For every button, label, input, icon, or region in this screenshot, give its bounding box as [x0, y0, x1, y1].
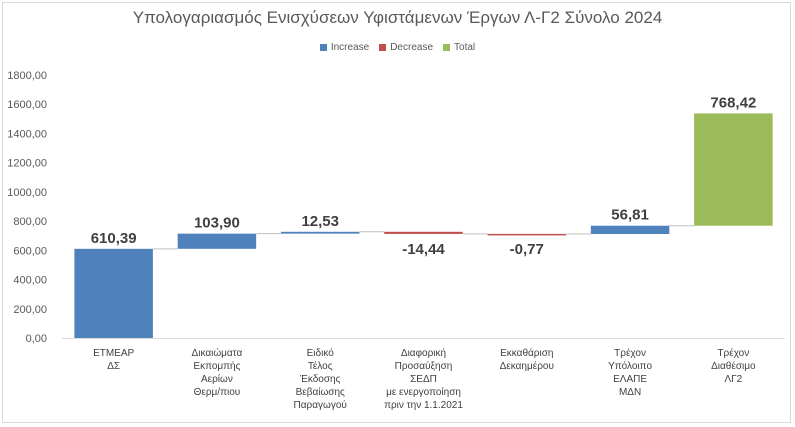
x-tick-label: Εκκαθάριση Δεκαημέρου: [499, 348, 554, 372]
y-tick-label: 1600,00: [7, 99, 47, 111]
y-tick-label: 600,00: [13, 245, 47, 257]
y-tick-label: 400,00: [13, 275, 47, 287]
legend-label-decrease: Decrease: [390, 42, 434, 53]
x-tick-label: Τρέχον Υπόλοιπο ΕΛΑΠΕ ΜΔΝ: [608, 348, 653, 398]
y-tick-label: 1200,00: [7, 158, 47, 170]
legend-label-total: Total: [454, 42, 476, 53]
legend-swatch-decrease: [379, 44, 387, 51]
y-tick-label: 1000,00: [7, 187, 47, 199]
legend-swatch-total: [443, 44, 451, 51]
x-tick-label: Τρέχον Διαθέσιμο ΛΓ2: [711, 348, 756, 385]
bar-decrease: [487, 233, 567, 236]
bar-increase: [177, 233, 257, 249]
data-label: 12,53: [301, 213, 339, 230]
legend-item-decrease: Decrease: [379, 42, 433, 53]
chart-frame: [2, 2, 791, 423]
bar-total: [694, 113, 773, 226]
x-tick-label: Διαφορική Προσαύξηση ΣΕΔΠ με ενεργοποίησ…: [384, 348, 463, 411]
y-tick-label: 800,00: [13, 216, 47, 228]
legend-swatch-increase: [319, 44, 327, 51]
data-label: 56,81: [611, 207, 649, 224]
legend-item-total: Total: [443, 42, 475, 53]
legend-label-increase: Increase: [330, 42, 370, 53]
x-tick-label: ΕΤΜΕΑΡ ΔΣ: [93, 348, 135, 372]
y-tick-label: 1400,00: [7, 128, 47, 140]
data-label: -0,77: [510, 241, 544, 258]
data-label: 103,90: [194, 215, 240, 232]
bar-increase: [590, 225, 670, 235]
y-tick-label: 200,00: [13, 304, 47, 316]
legend-item-increase: Increase: [319, 42, 370, 53]
y-tick-label: 0,00: [26, 333, 47, 345]
y-tick-label: 1800,00: [7, 70, 47, 82]
bar-increase: [74, 248, 153, 338]
x-tick-label: Ειδικό Τέλος Έκδοσης Βεβαίωσης Παραγωγού: [293, 348, 347, 411]
legend: Increase Decrease Total: [0, 42, 795, 53]
bar-decrease: [384, 231, 463, 234]
bar-increase: [280, 231, 360, 234]
data-label: 768,42: [710, 94, 756, 111]
data-label: -14,44: [402, 241, 445, 258]
chart-title: Υπολογαριασμός Ενισχύσεων Υφιστάμενων Έρ…: [132, 8, 663, 27]
x-tick-label: Δικαιώματα Εκπομπής Αερίων Θερμ/πιου: [191, 348, 243, 398]
data-label: 610,39: [91, 230, 137, 247]
